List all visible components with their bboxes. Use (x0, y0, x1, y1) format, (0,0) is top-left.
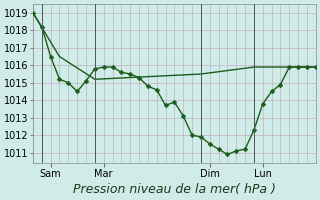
X-axis label: Pression niveau de la mer( hPa ): Pression niveau de la mer( hPa ) (73, 183, 276, 196)
